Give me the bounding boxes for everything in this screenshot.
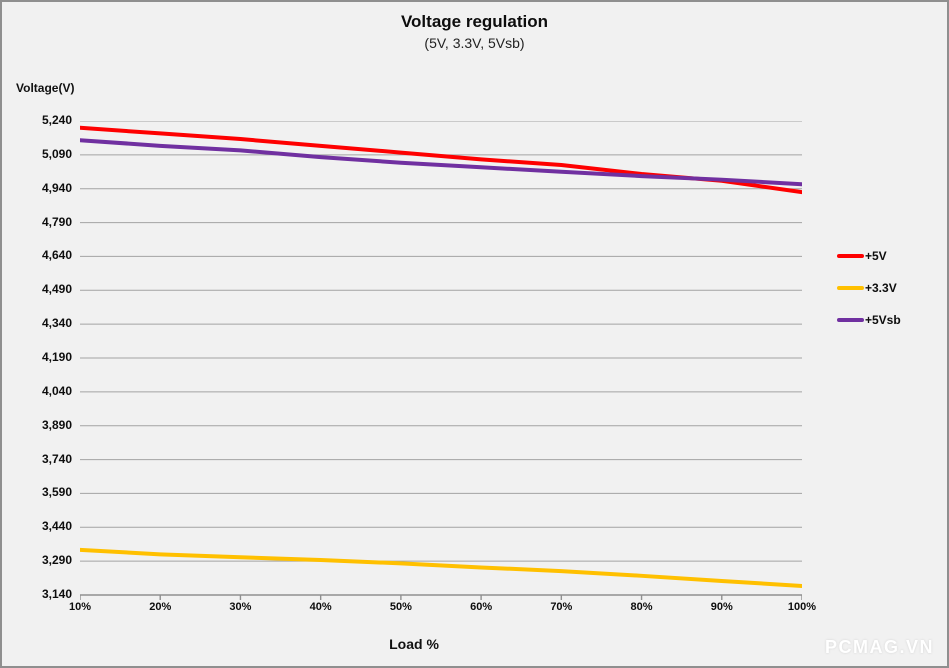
chart-subtitle: (5V, 3.3V, 5Vsb) xyxy=(424,35,525,51)
x-tick-label: 100% xyxy=(787,601,817,613)
series-line-33v xyxy=(80,547,802,588)
legend-item-33v: +3.3V xyxy=(837,278,901,297)
plot-area xyxy=(80,121,802,600)
x-tick-label: 60% xyxy=(470,601,493,613)
y-tick-label: 4,490 xyxy=(41,282,72,297)
y-tick-label: 4,040 xyxy=(41,383,72,398)
x-tick-label: 10% xyxy=(68,601,92,613)
x-tick-label: 80% xyxy=(630,601,653,613)
y-tick-label: 3,890 xyxy=(41,417,72,432)
x-tick-label: 20% xyxy=(149,601,172,613)
y-tick-label: 5,090 xyxy=(41,146,72,161)
x-tick-label: 50% xyxy=(389,601,412,613)
legend-label: +3.3V xyxy=(865,280,897,295)
legend-item-5v: +5V xyxy=(837,246,901,265)
legend-swatch xyxy=(837,317,864,322)
pcmag-watermark: PCMAG.VN xyxy=(824,637,934,657)
y-tick-label: 4,340 xyxy=(41,316,72,331)
x-tick-label: 70% xyxy=(550,601,573,613)
y-tick-label: 3,290 xyxy=(41,553,72,568)
y-tick-label: 4,790 xyxy=(41,214,72,229)
chart-title: Voltage regulation xyxy=(400,12,549,31)
legend-item-5vsb: +5Vsb xyxy=(837,310,901,329)
x-tick-label: 90% xyxy=(710,601,733,613)
legend-label: +5V xyxy=(865,248,887,263)
x-axis-title: Load % xyxy=(389,636,439,652)
y-tick-label: 4,190 xyxy=(41,350,72,364)
y-axis-title: Voltage(V) xyxy=(16,81,75,95)
series-line-5vsb xyxy=(80,138,802,187)
y-tick-label: 5,240 xyxy=(41,113,72,127)
y-tick-label: 4,940 xyxy=(41,180,72,195)
y-tick-label: 3,740 xyxy=(41,451,72,466)
x-tick-label: 30% xyxy=(229,601,252,613)
series-line-5v xyxy=(80,125,802,195)
legend-swatch xyxy=(837,285,864,290)
x-tick-label: 40% xyxy=(309,601,332,613)
y-tick-label: 4,640 xyxy=(41,248,72,263)
legend-swatch xyxy=(837,253,864,258)
legend-label: +5Vsb xyxy=(865,312,901,327)
y-tick-label: 3,440 xyxy=(41,519,72,534)
y-tick-label: 3,140 xyxy=(41,587,72,601)
legend: +5V +3.3V +5Vsb xyxy=(837,246,901,329)
y-tick-label: 3,590 xyxy=(41,485,72,500)
